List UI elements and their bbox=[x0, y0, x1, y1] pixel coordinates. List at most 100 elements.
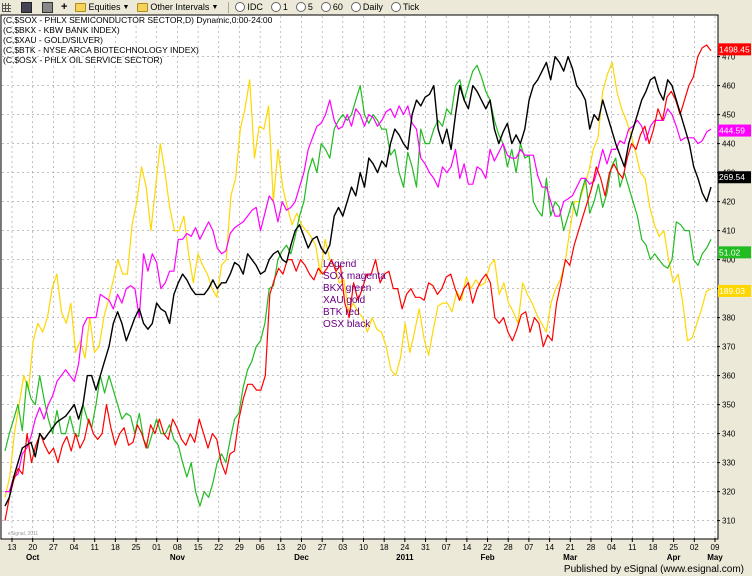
other-intervals-dropdown[interactable]: Other Intervals ▼ bbox=[135, 2, 218, 12]
interval-label: 5 bbox=[307, 2, 313, 12]
y-tick-label: 400 bbox=[722, 256, 736, 265]
header-text: (C,$SOX - PHLX SEMICONDUCTOR SECTOR,D) D… bbox=[3, 15, 273, 65]
y-tick-label: 470 bbox=[722, 53, 736, 62]
radio-icon bbox=[235, 2, 246, 12]
x-tick-label: 21 bbox=[566, 543, 575, 552]
chevron-down-icon: ▼ bbox=[211, 3, 219, 11]
y-tick-label: 360 bbox=[722, 372, 736, 381]
save-icon[interactable] bbox=[19, 1, 34, 13]
toolbar-divider bbox=[228, 1, 230, 13]
interval-label: 1 bbox=[282, 2, 288, 12]
x-month-label: Apr bbox=[667, 553, 681, 562]
x-tick-label: 25 bbox=[132, 543, 141, 552]
x-tick-label: 20 bbox=[297, 543, 306, 552]
x-tick-label: 22 bbox=[214, 543, 223, 552]
x-tick-label: 04 bbox=[607, 543, 616, 552]
x-tick-label: 02 bbox=[690, 543, 699, 552]
interval-tick-button[interactable]: Tick bbox=[389, 2, 419, 12]
x-tick-label: 14 bbox=[462, 543, 471, 552]
interval-60-button[interactable]: 60 bbox=[319, 2, 343, 12]
x-tick-label: 08 bbox=[173, 543, 182, 552]
interval-label: IDC bbox=[247, 2, 263, 12]
series-line-btk bbox=[4, 44, 712, 521]
x-tick-label: 06 bbox=[256, 543, 265, 552]
radio-icon bbox=[390, 2, 401, 12]
y-tick-label: 320 bbox=[722, 488, 736, 497]
header-line-btk: (C,$BTK - NYSE ARCA BIOTECHNOLOGY INDEX) bbox=[3, 45, 199, 55]
interval-label: 60 bbox=[332, 2, 343, 12]
print-icon[interactable] bbox=[40, 1, 55, 13]
x-tick-label: 22 bbox=[483, 543, 492, 552]
x-tick-label: 09 bbox=[711, 543, 720, 552]
last-value-tags: 1498.45 444.59 269.54 51.02 189.03 bbox=[718, 43, 751, 297]
grid-icon[interactable] bbox=[0, 2, 13, 12]
equities-dropdown[interactable]: Equities ▼ bbox=[73, 2, 129, 12]
toolbar: + Equities ▼ Other Intervals ▼ IDC 1 5 60 … bbox=[0, 0, 752, 15]
watermark: eSignal, 2011 bbox=[8, 531, 38, 537]
chart-svg[interactable]: 3103203303403503603703803904004104204304… bbox=[0, 14, 752, 576]
x-month-label: Oct bbox=[26, 553, 40, 562]
y-tick-label: 380 bbox=[722, 314, 736, 323]
x-month-label: Dec bbox=[294, 553, 309, 562]
x-tick-label: 14 bbox=[545, 543, 554, 552]
equities-label: Equities bbox=[88, 2, 121, 12]
interval-idc-button[interactable]: IDC bbox=[233, 2, 263, 12]
series-line-osx bbox=[4, 55, 712, 507]
y-tick-label: 330 bbox=[722, 459, 736, 468]
legend-title: Legend bbox=[323, 259, 356, 270]
y-tick-label: 440 bbox=[722, 140, 736, 149]
x-tick-label: 18 bbox=[111, 543, 120, 552]
legend-entry: SOX magenta bbox=[323, 271, 386, 282]
x-tick-label: 13 bbox=[8, 543, 17, 552]
folder-icon bbox=[75, 2, 87, 12]
series-line-bkx bbox=[4, 64, 712, 507]
x-tick-label: 03 bbox=[338, 543, 347, 552]
x-tick-label: 31 bbox=[421, 543, 430, 552]
chart-area[interactable]: 3103203303403503603703803904004104204304… bbox=[0, 14, 752, 576]
header-line-sox: (C,$SOX - PHLX SEMICONDUCTOR SECTOR,D) D… bbox=[3, 15, 273, 25]
last-value-tag-text: 51.02 bbox=[719, 247, 741, 257]
add-icon[interactable]: + bbox=[61, 1, 68, 13]
footer-credit: Published by eSignal (www.esignal.com) bbox=[564, 564, 744, 575]
plot-area bbox=[0, 14, 719, 540]
x-month-label: 2011 bbox=[396, 553, 414, 562]
x-axis: 13 20 27 04 11 18 25 01 08 15 22 29 06 13 20 27 03 10 18 24… bbox=[8, 538, 723, 562]
radio-icon bbox=[295, 2, 306, 12]
x-tick-label: 07 bbox=[524, 543, 533, 552]
header-line-bkx: (C,$BKX - KBW BANK INDEX) bbox=[3, 25, 120, 35]
x-month-label: Mar bbox=[563, 553, 577, 562]
last-value-tag bbox=[718, 43, 751, 56]
x-tick-label: 20 bbox=[28, 543, 37, 552]
interval-daily-button[interactable]: Daily bbox=[349, 2, 383, 12]
x-month-label: Nov bbox=[170, 553, 186, 562]
x-month-label: May bbox=[707, 553, 723, 562]
last-value-tag bbox=[718, 246, 751, 259]
y-tick-label: 340 bbox=[722, 430, 736, 439]
x-tick-label: 15 bbox=[194, 543, 203, 552]
x-tick-label: 27 bbox=[49, 543, 58, 552]
x-tick-label: 18 bbox=[380, 543, 389, 552]
x-tick-label: 29 bbox=[235, 543, 244, 552]
y-tick-label: 350 bbox=[722, 401, 736, 410]
radio-icon bbox=[270, 2, 281, 12]
x-tick-label: 27 bbox=[318, 543, 327, 552]
last-value-tag-text: 444.59 bbox=[719, 126, 745, 136]
other-intervals-label: Other Intervals bbox=[150, 2, 210, 12]
interval-label: Daily bbox=[362, 2, 383, 12]
x-tick-label: 04 bbox=[70, 543, 79, 552]
last-value-tag-text: 269.54 bbox=[719, 172, 745, 182]
last-value-tag bbox=[718, 171, 751, 184]
series-line-xau bbox=[4, 61, 712, 498]
y-tick-label: 460 bbox=[722, 82, 736, 91]
interval-1-button[interactable]: 1 bbox=[269, 2, 288, 12]
interval-label: Tick bbox=[402, 2, 420, 12]
legend-entry: BTK red bbox=[323, 307, 360, 318]
x-tick-label: 25 bbox=[669, 543, 678, 552]
y-tick-label: 370 bbox=[722, 343, 736, 352]
last-value-tag-text: 189.03 bbox=[719, 286, 745, 296]
x-tick-label: 10 bbox=[359, 543, 368, 552]
legend-entry: BKX green bbox=[323, 283, 371, 294]
interval-5-button[interactable]: 5 bbox=[294, 2, 313, 12]
header-line-xau: (C,$XAU - GOLD/SILVER) bbox=[3, 35, 103, 45]
